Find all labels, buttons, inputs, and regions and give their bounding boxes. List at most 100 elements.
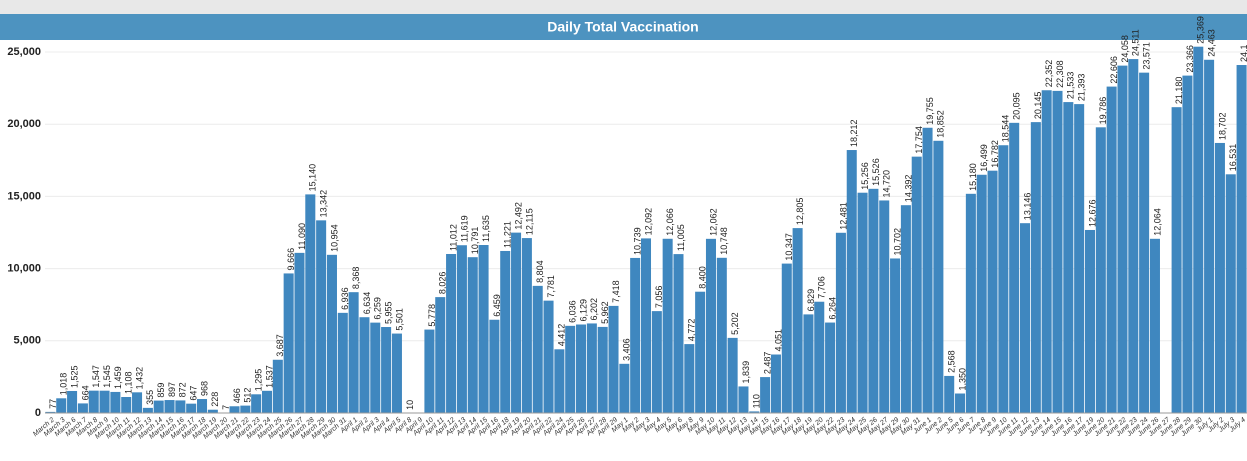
bar bbox=[283, 273, 294, 413]
bar bbox=[835, 232, 846, 413]
bar bbox=[803, 314, 814, 413]
value-label: 24,1 bbox=[1239, 44, 1247, 62]
value-label: 4,051 bbox=[773, 329, 783, 352]
value-label: 8,804 bbox=[535, 260, 545, 283]
bar bbox=[435, 297, 446, 413]
value-label: 9,666 bbox=[286, 248, 296, 271]
value-label: 466 bbox=[232, 388, 242, 403]
y-tick-label: 20,000 bbox=[7, 118, 41, 130]
bar bbox=[727, 337, 738, 413]
value-label: 664 bbox=[80, 385, 90, 400]
bar bbox=[1019, 223, 1031, 413]
bar bbox=[586, 323, 597, 413]
bar bbox=[749, 411, 760, 413]
bar bbox=[554, 349, 565, 413]
bar bbox=[261, 390, 273, 413]
value-label: 77 bbox=[48, 399, 58, 409]
bar bbox=[662, 238, 673, 413]
value-label: 10,702 bbox=[892, 228, 902, 256]
bar bbox=[391, 333, 402, 413]
value-label: 1,295 bbox=[254, 369, 264, 392]
bar bbox=[164, 400, 175, 413]
bar bbox=[987, 170, 998, 413]
top-shadow bbox=[0, 0, 1247, 14]
title-bar bbox=[0, 14, 1247, 40]
bar bbox=[1084, 229, 1095, 413]
value-label: 1,108 bbox=[124, 371, 134, 394]
value-label: 12,805 bbox=[795, 198, 805, 226]
value-label: 1,839 bbox=[741, 361, 751, 384]
value-label: 19,786 bbox=[1098, 97, 1108, 125]
bar bbox=[56, 398, 67, 413]
value-label: 3,687 bbox=[275, 334, 285, 357]
bar bbox=[99, 390, 110, 413]
value-label: 10,347 bbox=[784, 233, 794, 261]
value-label: 15,180 bbox=[968, 163, 978, 191]
bar bbox=[608, 305, 619, 413]
value-label: 3,406 bbox=[622, 338, 632, 361]
value-label: 2,568 bbox=[947, 350, 957, 373]
bar bbox=[370, 322, 381, 413]
value-label: 21,533 bbox=[1066, 72, 1076, 100]
bar bbox=[305, 194, 316, 413]
value-label: 11,635 bbox=[481, 215, 491, 242]
value-label: 18,702 bbox=[1217, 112, 1227, 140]
bar bbox=[673, 254, 684, 413]
value-label: 5,778 bbox=[427, 304, 437, 327]
value-label: 16,531 bbox=[1228, 144, 1238, 172]
bar bbox=[1139, 72, 1150, 413]
value-label: 12,092 bbox=[643, 208, 653, 236]
bar bbox=[705, 238, 716, 413]
bar bbox=[1204, 59, 1215, 413]
value-label: 11,221 bbox=[503, 221, 513, 248]
value-label: 20,145 bbox=[1033, 92, 1043, 120]
bar bbox=[1095, 127, 1106, 414]
bar bbox=[153, 400, 164, 413]
value-label: 12,115 bbox=[524, 208, 534, 235]
value-label: 647 bbox=[189, 386, 199, 401]
value-label: 8,026 bbox=[438, 272, 448, 295]
value-label: 6,259 bbox=[373, 297, 383, 320]
bar bbox=[900, 205, 911, 413]
value-label: 17,754 bbox=[914, 126, 924, 154]
value-label: 110 bbox=[752, 394, 762, 408]
value-label: 16,782 bbox=[990, 140, 1000, 168]
value-label: 13,342 bbox=[319, 190, 329, 218]
value-label: 859 bbox=[156, 383, 166, 398]
value-label: 20,095 bbox=[1012, 92, 1022, 120]
chart-title: Daily Total Vaccination bbox=[547, 19, 698, 35]
value-label: 21,393 bbox=[1077, 74, 1087, 102]
bar bbox=[456, 245, 467, 413]
value-label: 2,487 bbox=[762, 352, 772, 375]
bar bbox=[1182, 75, 1193, 414]
bar bbox=[500, 250, 511, 413]
bar bbox=[511, 232, 522, 413]
bar bbox=[879, 200, 890, 413]
value-label: 872 bbox=[178, 382, 188, 397]
value-label: 12,481 bbox=[838, 202, 848, 230]
bar bbox=[781, 263, 792, 413]
bar bbox=[792, 228, 803, 413]
bar bbox=[597, 326, 608, 413]
value-label: 10,954 bbox=[329, 224, 339, 252]
value-label: 512 bbox=[243, 388, 253, 403]
value-label: 5,501 bbox=[394, 308, 404, 331]
bar bbox=[640, 238, 652, 413]
value-label: 7,056 bbox=[654, 286, 664, 309]
value-label: 6,936 bbox=[340, 287, 350, 310]
bar bbox=[121, 397, 132, 413]
bar bbox=[67, 390, 78, 413]
bar bbox=[251, 394, 262, 413]
bar bbox=[1063, 102, 1074, 413]
value-label: 7,781 bbox=[546, 275, 556, 298]
value-label: 5,955 bbox=[383, 301, 393, 324]
bar bbox=[424, 329, 435, 413]
value-label: 355 bbox=[145, 390, 155, 405]
bar bbox=[1009, 122, 1020, 413]
bar bbox=[337, 312, 348, 413]
value-label: 12,492 bbox=[513, 202, 523, 230]
y-tick-label: 25,000 bbox=[7, 46, 41, 58]
bar bbox=[944, 375, 955, 413]
bar bbox=[88, 390, 99, 413]
